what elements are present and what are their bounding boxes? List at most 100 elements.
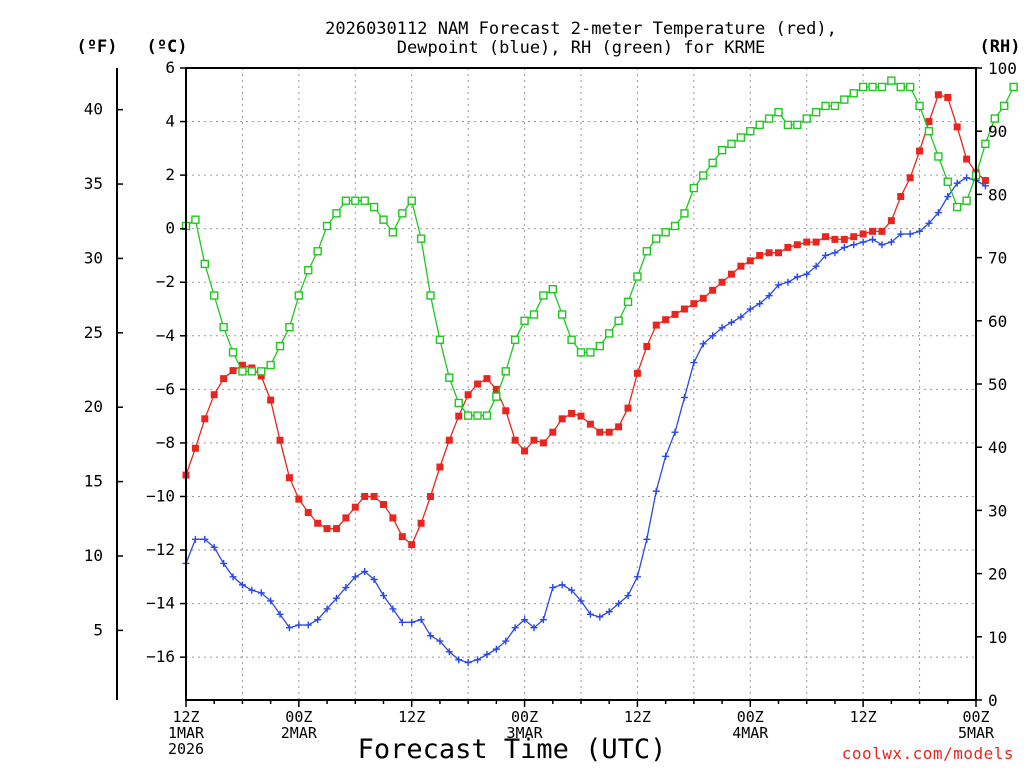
fahrenheit-tick-label: 20 <box>84 397 103 416</box>
temperature-point <box>427 492 435 500</box>
celsius-tick-label: 6 <box>165 58 175 77</box>
temperature-point <box>304 509 312 517</box>
dewpoint-point <box>201 535 209 543</box>
dewpoint-point <box>361 567 369 575</box>
temperature-point <box>812 238 820 246</box>
temperature-point <box>869 227 877 235</box>
dewpoint-point <box>474 656 482 664</box>
temperature-point <box>229 367 237 375</box>
plot-frame <box>185 67 977 701</box>
dewpoint-point <box>822 251 830 259</box>
temperature-point <box>323 525 331 533</box>
rh-point <box>868 82 877 92</box>
celsius-tick-label: −12 <box>146 540 175 559</box>
dewpoint-point <box>370 575 378 583</box>
fahrenheit-tick-label: 25 <box>84 323 103 342</box>
temperature-point <box>765 249 773 257</box>
dewpoint-point <box>963 174 971 182</box>
rh-point <box>605 329 614 338</box>
rh-point <box>210 291 219 300</box>
dewpoint-point <box>831 249 839 257</box>
rh-point <box>962 196 971 205</box>
dewpoint-point <box>925 219 933 227</box>
temperature-point <box>201 415 209 423</box>
rh-point <box>802 114 811 123</box>
rh-point <box>529 310 539 319</box>
fahrenheit-unit-label: (ºF) <box>77 37 118 57</box>
temperature-point <box>586 420 594 428</box>
dewpoint-point <box>944 193 952 201</box>
dewpoint-point <box>850 241 858 249</box>
x-tick-label: 3MAR <box>507 724 544 742</box>
dewpoint-point <box>643 535 651 543</box>
series-temperature <box>182 91 989 549</box>
series-rh <box>181 76 1018 420</box>
temperature-point <box>483 375 491 383</box>
dewpoint-point <box>746 305 754 313</box>
celsius-tick-label: −2 <box>156 272 175 291</box>
celsius-tick-label: −14 <box>146 594 175 613</box>
x-tick-label: 12Z <box>172 708 199 726</box>
temperature-point <box>718 278 726 286</box>
dewpoint-point <box>775 281 782 289</box>
temperature-point <box>822 233 830 241</box>
temperature-point <box>803 238 811 246</box>
temperature-point <box>436 463 444 471</box>
temperature-point <box>539 439 547 447</box>
dewpoint-point <box>492 645 500 653</box>
rh-point <box>557 310 567 319</box>
rh-point <box>510 335 520 344</box>
celsius-tick-label: −10 <box>146 486 175 505</box>
dewpoint-point <box>427 632 435 640</box>
rh-tick-label: 30 <box>988 501 1007 520</box>
x-tick-label: 5MAR <box>958 724 995 742</box>
rh-point <box>830 101 840 111</box>
temperature-point <box>605 428 613 436</box>
temperature-point <box>191 444 199 452</box>
temperature-point <box>963 155 971 163</box>
temperature-point <box>680 305 688 313</box>
dewpoint-point <box>351 573 359 581</box>
temperature-point <box>295 495 303 503</box>
rh-point <box>905 82 915 92</box>
rh-point <box>783 120 793 130</box>
dewpoint-point <box>539 616 547 624</box>
rh-point <box>699 171 708 180</box>
rh-point <box>257 367 266 376</box>
temperature-point <box>916 147 924 155</box>
dewpoint-point <box>191 535 199 543</box>
temperature-point <box>238 361 246 369</box>
temperature-point <box>502 407 510 415</box>
dewpoint-point <box>210 543 218 551</box>
temperature-point <box>831 235 839 243</box>
dewpoint-point <box>765 292 773 300</box>
temperature-point <box>746 257 754 265</box>
dewpoint-point <box>267 597 275 605</box>
temperature-line <box>185 94 986 546</box>
temperature-point <box>351 503 359 511</box>
dewpoint-point <box>511 624 519 632</box>
dewpoint-point <box>662 452 670 460</box>
dewpoint-point <box>380 592 387 600</box>
temperature-point <box>633 369 641 377</box>
celsius-unit-label: (ºC) <box>147 37 188 57</box>
temperature-point <box>530 436 538 444</box>
rh-point <box>943 177 952 186</box>
rh-point <box>623 297 633 307</box>
rh-point <box>539 291 548 300</box>
rh-point <box>285 322 294 332</box>
rh-point <box>746 126 755 136</box>
temperature-point <box>756 251 764 259</box>
temperature-point <box>445 436 453 444</box>
temperature-point <box>906 174 914 182</box>
dewpoint-point <box>558 581 566 589</box>
temperature-point <box>944 93 952 101</box>
celsius-tick-label: −8 <box>156 433 175 452</box>
temperature-point <box>398 533 406 541</box>
temperature-point <box>897 193 905 201</box>
rh-point <box>351 196 360 205</box>
series-layer <box>181 76 1018 667</box>
temperature-point <box>361 492 369 500</box>
dewpoint-point <box>596 613 604 621</box>
dewpoint-point <box>624 592 632 600</box>
